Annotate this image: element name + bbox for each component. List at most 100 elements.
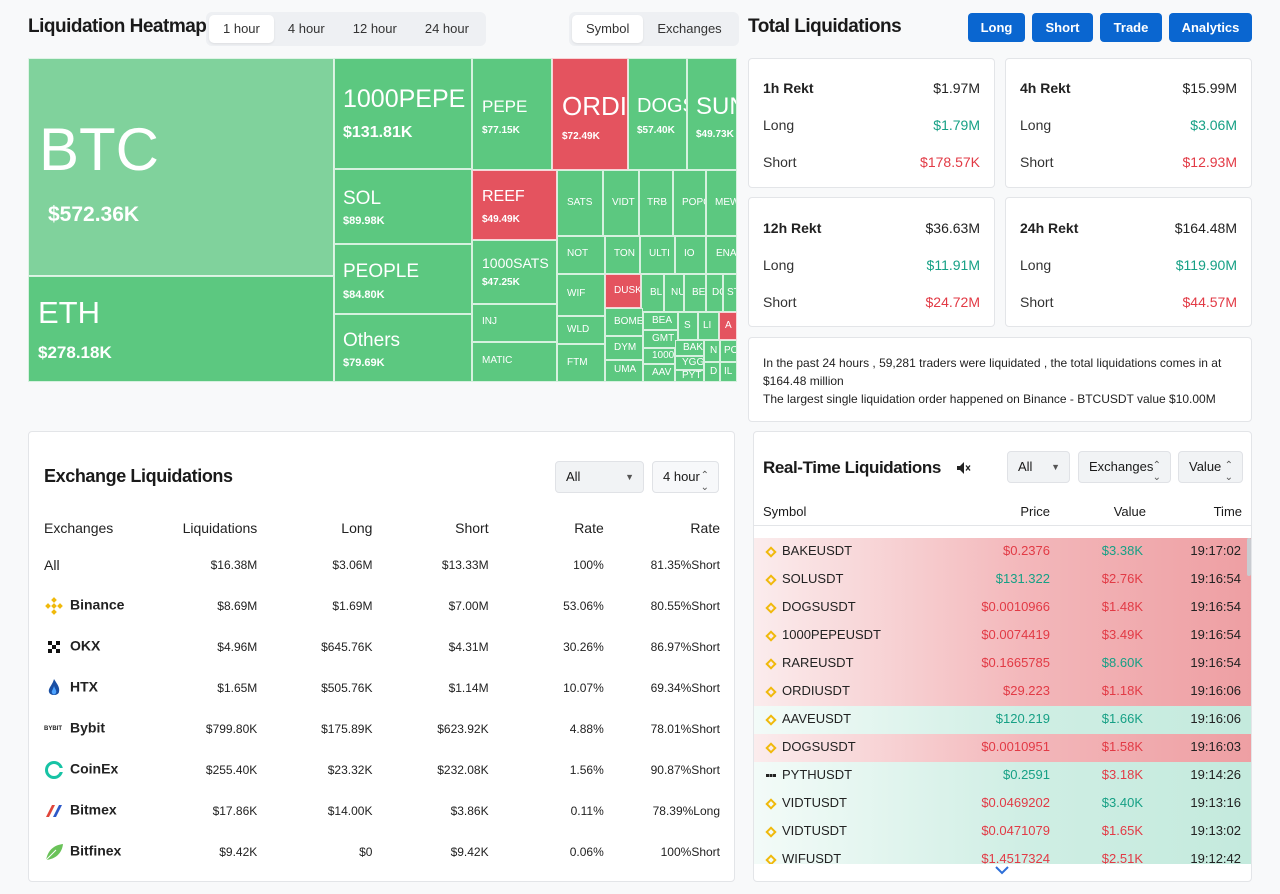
table-row[interactable]: All $16.38M $3.06M $13.33M 100% 81.35%Sh…: [44, 544, 720, 585]
heatmap-tile-vidt[interactable]: VIDT: [603, 170, 639, 236]
tab-symbol[interactable]: Symbol: [572, 15, 644, 43]
list-item[interactable]: WIFUSDT $1.4517324 $2.51K 19:12:42: [754, 846, 1251, 864]
list-item[interactable]: 1000PEPEUSDT $0.0074419 $3.49K 19:16:54: [754, 622, 1251, 650]
heatmap-tile-gmt[interactable]: GMT: [643, 330, 678, 348]
realtime-filter-all-select[interactable]: All ▼: [1007, 451, 1070, 483]
list-item[interactable]: AAVEUSDT $120.219 $1.66K 19:16:06: [754, 706, 1251, 734]
heatmap-tile-ygg[interactable]: YGG: [675, 356, 704, 370]
heatmap-tile-ton[interactable]: TON: [605, 236, 640, 274]
heatmap-tile-do[interactable]: DO: [706, 274, 723, 312]
table-row[interactable]: Bitmex $17.86K $14.00K $3.86K 0.11% 78.3…: [44, 790, 720, 831]
table-row[interactable]: HTX $1.65M $505.76K $1.14M 10.07% 69.34%…: [44, 667, 720, 708]
heatmap-tile-not[interactable]: NOT: [557, 236, 605, 274]
tab-12-hour[interactable]: 12 hour: [352, 21, 397, 36]
heatmap-tile-1000pepe[interactable]: 1000PEPE $131.81K: [334, 58, 472, 169]
heatmap-tile-aav[interactable]: AAV: [643, 364, 675, 382]
column-header-rate-side[interactable]: Rate: [690, 520, 720, 536]
heatmap-tile-others[interactable]: Others $79.69K: [334, 314, 472, 382]
list-item[interactable]: PYTHUSDT $0.2591 $3.18K 19:14:26: [754, 762, 1251, 790]
heatmap-tile-dusk[interactable]: DUSK: [605, 274, 641, 308]
heatmap-tile-po[interactable]: PO: [720, 340, 737, 362]
speaker-mute-icon[interactable]: [956, 461, 972, 475]
heatmap-tile-il[interactable]: IL: [720, 362, 737, 382]
short-button[interactable]: Short: [1032, 13, 1093, 42]
heatmap-tile-st[interactable]: ST: [723, 274, 737, 312]
heatmap-tile-s[interactable]: S: [678, 312, 698, 340]
tab-4-hour[interactable]: 4 hour: [287, 21, 325, 36]
heatmap-tile-sun[interactable]: SUN $49.73K: [687, 58, 737, 170]
heatmap-tile-bak[interactable]: BAK: [675, 340, 704, 356]
heatmap-tile-eth[interactable]: ETH $278.18K: [28, 276, 334, 382]
heatmap-tile-d[interactable]: D: [704, 362, 720, 382]
scrollbar-thumb[interactable]: [1247, 538, 1251, 576]
heatmap-tile-trb[interactable]: TRB: [639, 170, 673, 236]
heatmap-tile-mew[interactable]: MEW: [706, 170, 737, 236]
long-button[interactable]: Long: [968, 13, 1025, 42]
heatmap-tile-ordi[interactable]: ORDI $72.49K: [552, 58, 628, 170]
heatmap-tile-wld[interactable]: WLD: [557, 316, 605, 344]
heatmap-tile-a[interactable]: A: [719, 312, 737, 340]
column-header-value[interactable]: Value: [1113, 504, 1146, 519]
list-item[interactable]: DOGSUSDT $0.0010951 $1.58K 19:16:03: [754, 734, 1251, 762]
heatmap-tile-popc[interactable]: POPC: [673, 170, 706, 236]
analytics-button[interactable]: Analytics: [1169, 13, 1252, 42]
heatmap-tile-be[interactable]: BE: [684, 274, 706, 312]
heatmap-tile-dym[interactable]: DYM: [605, 336, 643, 360]
table-row[interactable]: Binance $8.69M $1.69M $7.00M 53.06% 80.5…: [44, 585, 720, 626]
heatmap-tile-inj[interactable]: INJ: [472, 304, 557, 342]
heatmap-tile-1000sats[interactable]: 1000SATS $47.25K: [472, 240, 557, 304]
heatmap-tile-sol[interactable]: SOL $89.98K: [334, 169, 472, 244]
heatmap-tile-dogs[interactable]: DOGS $57.40K: [628, 58, 687, 170]
list-item[interactable]: RAREUSDT $0.1665785 $8.60K 19:16:54: [754, 650, 1251, 678]
column-header-liquidations[interactable]: Liquidations: [182, 520, 258, 536]
heatmap-tile-sats[interactable]: SATS: [557, 170, 603, 236]
trade-button[interactable]: Trade: [1100, 13, 1162, 42]
heatmap-tile-ena[interactable]: ENA: [706, 236, 737, 274]
list-item[interactable]: DOGSUSDT $0.0010966 $1.48K 19:16:54: [754, 594, 1251, 622]
realtime-exchanges-select[interactable]: Exchanges ⌃ ⌄: [1078, 451, 1171, 483]
column-header-price[interactable]: Price: [1020, 504, 1050, 519]
heatmap-tile-li[interactable]: LI: [698, 312, 719, 340]
list-item[interactable]: BAKEUSDT $0.2376 $3.38K 19:17:02: [754, 538, 1251, 566]
heatmap-tile-reef[interactable]: REEF $49.49K: [472, 170, 557, 240]
realtime-list[interactable]: BAKEUSDT $0.2376 $3.38K 19:17:02 SOLUSDT…: [754, 538, 1251, 864]
table-row[interactable]: Bitfinex $9.42K $0 $9.42K 0.06% 100%Shor…: [44, 831, 720, 872]
table-row[interactable]: BYBIT Bybit $799.80K $175.89K $623.92K 4.…: [44, 708, 720, 749]
column-header-exchanges[interactable]: Exchanges: [44, 520, 114, 536]
heatmap-tile-pyt[interactable]: PYT: [675, 370, 704, 382]
heatmap-tile-matic[interactable]: MATIC: [472, 342, 557, 382]
chevron-down-icon[interactable]: [995, 866, 1009, 875]
column-header-rate[interactable]: Rate: [574, 520, 604, 536]
realtime-value-select[interactable]: Value ⌃ ⌄: [1178, 451, 1243, 483]
list-item[interactable]: ORDIUSDT $29.223 $1.18K 19:16:06: [754, 678, 1251, 706]
exchange-filter-select[interactable]: All ▼: [555, 461, 644, 493]
list-item[interactable]: VIDTUSDT $0.0471079 $1.65K 19:13:02: [754, 818, 1251, 846]
heatmap-tile-1000[interactable]: 1000: [643, 348, 675, 364]
heatmap-tile-uma[interactable]: UMA: [605, 360, 643, 382]
value-cell: $3.49K: [1101, 627, 1143, 642]
heatmap-tile-io[interactable]: IO: [675, 236, 706, 274]
heatmap-tile-ftm[interactable]: FTM: [557, 344, 605, 382]
heatmap-tile-people[interactable]: PEOPLE $84.80K: [334, 244, 472, 314]
heatmap-tile-bea[interactable]: BEA: [643, 312, 678, 330]
heatmap-tile-n[interactable]: N: [704, 340, 720, 362]
tab-exchanges[interactable]: Exchanges: [657, 21, 722, 36]
tab-1-hour[interactable]: 1 hour: [209, 15, 274, 43]
column-header-long[interactable]: Long: [341, 520, 373, 536]
column-header-symbol[interactable]: Symbol: [763, 504, 807, 519]
heatmap-tile-btc[interactable]: BTC $572.36K: [28, 58, 334, 276]
heatmap-tile-nu[interactable]: NU: [664, 274, 684, 312]
heatmap-tile-pepe[interactable]: PEPE $77.15K: [472, 58, 552, 170]
heatmap-tile-ulti[interactable]: ULTI: [640, 236, 675, 274]
tab-24-hour[interactable]: 24 hour: [424, 21, 469, 36]
table-row[interactable]: CoinEx $255.40K $23.32K $232.08K 1.56% 9…: [44, 749, 720, 790]
table-row[interactable]: OKX $4.96M $645.76K $4.31M 30.26% 86.97%…: [44, 626, 720, 667]
heatmap-tile-bome[interactable]: BOME: [605, 308, 643, 336]
heatmap-tile-bl[interactable]: BL: [641, 274, 664, 312]
column-header-short[interactable]: Short: [455, 520, 489, 536]
list-item[interactable]: SOLUSDT $131.322 $2.76K 19:16:54: [754, 566, 1251, 594]
exchange-time-select[interactable]: 4 hour ⌃ ⌄: [652, 461, 719, 493]
list-item[interactable]: VIDTUSDT $0.0469202 $3.40K 19:13:16: [754, 790, 1251, 818]
heatmap-tile-wif[interactable]: WIF: [557, 274, 605, 316]
column-header-time[interactable]: Time: [1213, 504, 1242, 519]
